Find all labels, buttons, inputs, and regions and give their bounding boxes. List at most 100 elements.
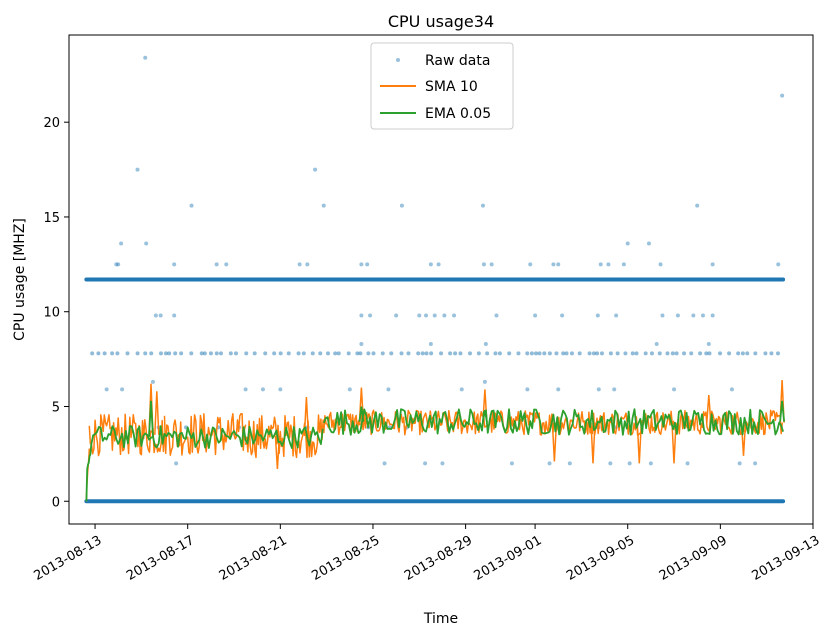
raw-data-point	[458, 351, 462, 355]
raw-data-point	[215, 262, 219, 266]
legend: Raw data SMA 10 EMA 0.05	[371, 43, 513, 129]
raw-data-point	[533, 314, 537, 318]
raw-data-point	[337, 351, 341, 355]
raw-data-point	[631, 351, 635, 355]
y-tick-label: 15	[43, 211, 60, 226]
raw-data-point	[510, 461, 514, 465]
raw-data-point	[302, 351, 306, 355]
raw-data-point	[776, 351, 780, 355]
raw-data-point	[596, 314, 600, 318]
raw-data-point	[635, 351, 639, 355]
raw-data-point	[190, 204, 194, 208]
raw-data-point	[115, 351, 119, 355]
raw-data-point	[224, 262, 228, 266]
raw-data-point	[671, 351, 675, 355]
raw-data-point	[159, 314, 163, 318]
raw-data-point	[698, 351, 702, 355]
raw-data-point	[468, 351, 472, 355]
raw-data-point	[173, 351, 177, 355]
raw-data-point	[394, 314, 398, 318]
raw-data-point	[658, 351, 662, 355]
raw-data-point	[219, 351, 223, 355]
raw-data-point	[326, 351, 330, 355]
raw-data-point	[568, 461, 572, 465]
raw-data-point	[614, 314, 618, 318]
raw-data-point	[493, 351, 497, 355]
raw-data-point	[727, 351, 731, 355]
raw-data-point	[548, 461, 552, 465]
raw-data-point	[599, 262, 603, 266]
raw-data-point	[484, 342, 488, 346]
raw-data-point	[628, 461, 632, 465]
raw-data-point	[437, 262, 441, 266]
raw-data-point	[542, 351, 546, 355]
raw-data-point	[347, 351, 351, 355]
legend-label-ema: EMA 0.05	[425, 106, 491, 122]
raw-data-point	[660, 314, 664, 318]
raw-data-point	[578, 351, 582, 355]
raw-data-point	[229, 351, 233, 355]
raw-data-point	[780, 94, 784, 98]
raw-data-point	[570, 351, 574, 355]
raw-data-point	[606, 262, 610, 266]
raw-data-point	[600, 351, 604, 355]
raw-data-point	[136, 168, 140, 172]
raw-data-point	[730, 387, 734, 391]
raw-data-point	[244, 351, 248, 355]
y-tick-label: 0	[52, 495, 60, 510]
raw-data-point	[741, 351, 745, 355]
raw-data-point	[406, 351, 410, 355]
raw-data-point	[736, 351, 740, 355]
raw-data-point	[745, 351, 749, 355]
raw-data-point	[626, 241, 630, 245]
y-tick-label: 20	[43, 116, 60, 131]
raw-data-point	[143, 56, 147, 60]
raw-data-point	[665, 351, 669, 355]
raw-data-point	[707, 351, 711, 355]
raw-data-point	[433, 314, 437, 318]
raw-data-point	[425, 351, 429, 355]
raw-data-point	[616, 351, 620, 355]
raw-data-point	[551, 262, 555, 266]
raw-data-point	[389, 351, 393, 355]
raw-data-point	[623, 351, 627, 355]
raw-data-point	[381, 351, 385, 355]
raw-data-point	[516, 351, 520, 355]
raw-data-point	[498, 351, 502, 355]
raw-data-point	[154, 314, 158, 318]
y-tick-label: 5	[52, 400, 60, 415]
raw-data-point	[548, 351, 552, 355]
raw-data-point	[442, 314, 446, 318]
raw-data-point	[528, 262, 532, 266]
raw-data-point	[311, 351, 315, 355]
raw-data-point	[297, 351, 301, 355]
raw-data-point	[298, 262, 302, 266]
raw-data-point	[116, 262, 120, 266]
raw-data-point	[172, 262, 176, 266]
raw-data-point	[689, 351, 693, 355]
raw-data-point	[477, 351, 481, 355]
raw-data-point	[753, 351, 757, 355]
raw-data-point	[452, 314, 456, 318]
raw-data-point	[672, 387, 676, 391]
raw-data-point	[556, 387, 560, 391]
raw-data-point	[763, 351, 767, 355]
raw-data-point	[460, 387, 464, 391]
raw-data-point	[622, 262, 626, 266]
raw-data-point	[159, 351, 163, 355]
raw-data-point	[711, 262, 715, 266]
raw-data-point	[440, 461, 444, 465]
raw-data-point	[609, 351, 613, 355]
raw-data-point	[287, 351, 291, 355]
raw-data-point	[538, 351, 542, 355]
raw-data-point	[151, 380, 155, 384]
raw-data-point	[711, 314, 715, 318]
raw-data-point	[424, 314, 428, 318]
raw-data-point	[179, 351, 183, 355]
raw-data-point	[429, 262, 433, 266]
raw-data-point	[189, 351, 193, 355]
raw-data-point	[701, 314, 705, 318]
raw-data-point	[769, 351, 773, 355]
raw-data-point	[110, 351, 114, 355]
raw-data-point	[105, 387, 109, 391]
